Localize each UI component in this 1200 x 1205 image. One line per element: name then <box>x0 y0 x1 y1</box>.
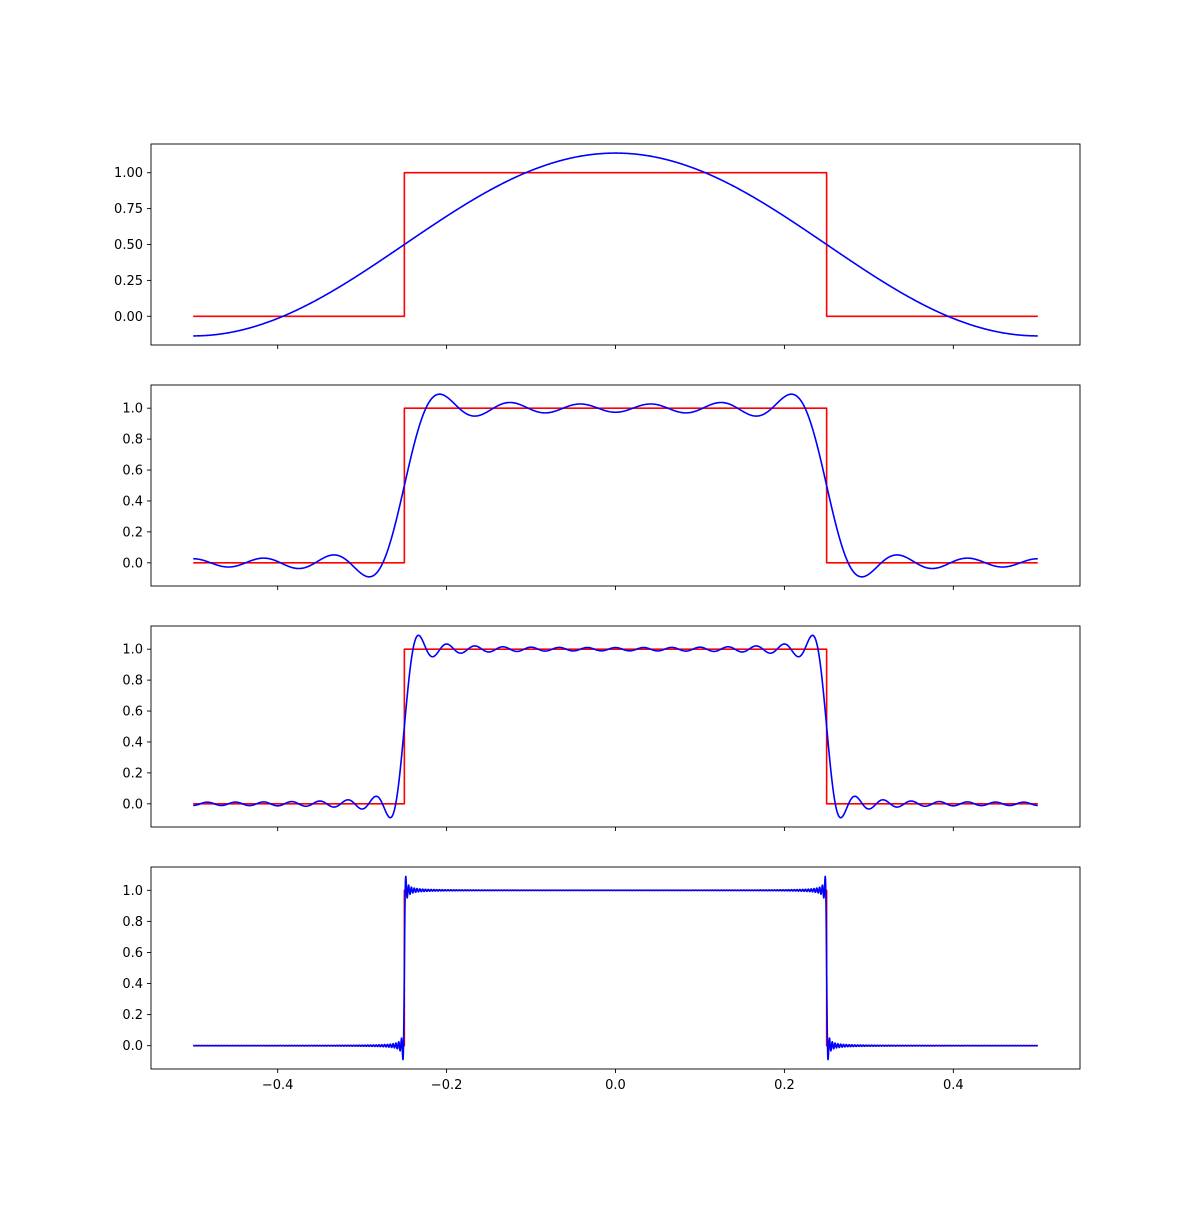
y-tick-label: 0.8 <box>122 915 143 930</box>
y-tick-label: 0.00 <box>114 310 143 325</box>
x-tick-label: −0.4 <box>262 1078 294 1093</box>
subplot-3: 0.0 0.2 0.4 0.6 0.8 1.0 <box>122 625 1081 831</box>
series-red-step-line <box>193 889 1038 1047</box>
subplot-2: 0.0 0.2 0.4 0.6 0.8 1.0 <box>122 384 1081 590</box>
y-tick-label: 0.2 <box>122 525 143 540</box>
axes-frame <box>150 143 1081 346</box>
y-tick-label: 0.2 <box>122 1008 143 1023</box>
y-tick-label: 0.0 <box>122 797 143 812</box>
y-tick-label: 0.75 <box>114 202 143 217</box>
y-tick-label: 0.4 <box>122 977 143 992</box>
y-tick-label: 0.6 <box>122 464 143 479</box>
subplot-4: 0.0 0.2 0.4 0.6 0.8 1.0 −0.4 −0.2 0.0 0.2 0.4 <box>122 866 1081 1093</box>
series-blue-fourier-line <box>193 634 1038 819</box>
x-tick-label: 0.0 <box>605 1078 626 1093</box>
series-red-step-line <box>193 407 1038 564</box>
y-tick-label: 0.6 <box>122 946 143 961</box>
y-tick-label: 0.8 <box>122 674 143 689</box>
y-tick-label: 0.2 <box>122 766 143 781</box>
subplot-1: 0.00 0.25 0.50 0.75 1.00 <box>114 143 1081 349</box>
y-tick-label: 0.0 <box>122 1039 143 1054</box>
x-tick-label: 0.2 <box>774 1078 795 1093</box>
axes-frame <box>150 625 1081 828</box>
y-tick-label: 1.0 <box>122 643 143 658</box>
y-tick-label: 1.0 <box>122 402 143 417</box>
y-tick-label: 0.0 <box>122 556 143 571</box>
y-tick-label: 1.0 <box>122 884 143 899</box>
axes-frame <box>150 384 1081 587</box>
y-tick-label: 0.50 <box>114 238 143 253</box>
series-red-step-line <box>193 171 1038 318</box>
y-tick-label: 0.4 <box>122 735 143 750</box>
y-tick-label: 1.00 <box>114 166 143 181</box>
y-tick-label: 0.4 <box>122 494 143 509</box>
y-tick-label: 0.8 <box>122 433 143 448</box>
axes-frame <box>150 866 1081 1070</box>
y-tick-label: 0.25 <box>114 274 143 289</box>
y-tick-label: 0.6 <box>122 705 143 720</box>
series-blue-fourier-line <box>192 875 1039 1061</box>
series-red-step-line <box>193 648 1038 805</box>
series-blue-fourier-line <box>193 152 1038 337</box>
x-tick-label: −0.2 <box>431 1078 463 1093</box>
x-tick-label: 0.4 <box>943 1078 964 1093</box>
series-blue-fourier-line <box>193 393 1038 578</box>
